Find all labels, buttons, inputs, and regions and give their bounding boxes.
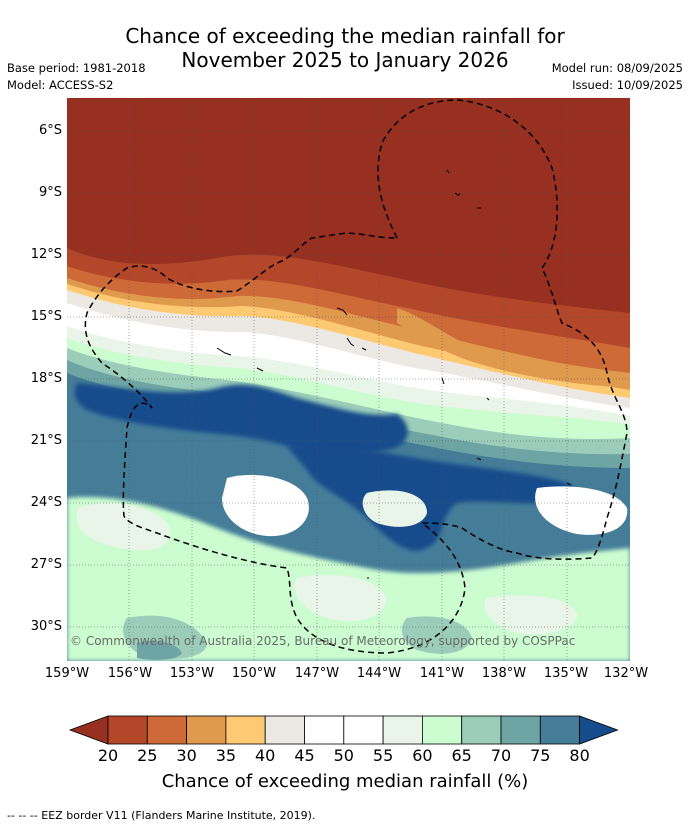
colorbar-label-25: 25 <box>137 746 158 765</box>
lon-label-153w: 153°W <box>169 666 215 681</box>
meta-right: Model run: 08/09/2025 Issued: 10/09/2025 <box>552 60 683 94</box>
map-svg <box>67 98 630 661</box>
south-neutral-patch-2 <box>222 474 309 537</box>
colorbar-label-45: 45 <box>294 746 315 765</box>
colorbar-swatch <box>186 715 227 745</box>
lon-label-135w: 135°W <box>543 666 589 681</box>
graticule <box>67 98 630 661</box>
colorbar-label-20: 20 <box>97 746 119 765</box>
colorbar-extend-high <box>579 715 619 745</box>
map-copyright: © Commonwealth of Australia 2025, Bureau… <box>70 634 576 648</box>
lat-label-6s: 6°S <box>38 123 62 138</box>
south-neutral-patch-5 <box>294 574 387 622</box>
colorbar-label-50: 50 <box>333 746 354 765</box>
lat-label-21s: 21°S <box>30 433 62 448</box>
lon-label-138w: 138°W <box>481 666 527 681</box>
title-line-1: Chance of exceeding the median rainfall … <box>125 24 565 48</box>
colorbar-label-65: 65 <box>451 746 472 765</box>
colorbar-extend-low <box>68 715 109 745</box>
colorbar-label-80: 80 <box>569 746 590 765</box>
eez-footnote: -- -- -- EEZ border V11 (Flanders Marine… <box>7 809 316 822</box>
south-neutral-patch-1 <box>77 503 171 551</box>
model-name: Model: ACCESS-S2 <box>7 78 114 92</box>
colorbar-label-55: 55 <box>372 746 394 765</box>
lat-label-12s: 12°S <box>30 247 62 262</box>
colorbar-swatch <box>264 715 305 745</box>
lat-label-9s: 9°S <box>38 185 62 200</box>
colorbar-swatch <box>343 715 384 745</box>
colorbar-swatch <box>146 715 188 745</box>
core-very-wet-west <box>74 383 408 455</box>
lon-label-132w: 132°W <box>603 666 649 681</box>
south-neutral-patch-3 <box>362 490 427 527</box>
lon-label-159w: 159°W <box>44 666 90 681</box>
colorbar-swatch <box>421 715 463 745</box>
rainfall-map <box>67 98 630 661</box>
south-neutral-patch-4 <box>535 486 628 535</box>
colorbar-swatch <box>461 715 502 745</box>
lat-label-24s: 24°S <box>30 495 62 510</box>
south-neutral-patch-6 <box>484 595 578 635</box>
base-period: Base period: 1981-2018 <box>7 61 146 75</box>
colorbar-swatch <box>539 715 580 745</box>
colorbar-swatch <box>304 715 345 745</box>
colorbar-swatch <box>500 715 541 745</box>
model-run-date: Model run: 08/09/2025 <box>551 61 683 75</box>
lon-label-144w: 144°W <box>356 666 402 681</box>
core-very-wet-east <box>287 445 578 551</box>
meta-left: Base period: 1981-2018 Model: ACCESS-S2 <box>7 60 146 94</box>
lat-label-27s: 27°S <box>30 557 62 572</box>
colorbar-label-35: 35 <box>215 746 237 765</box>
colorbar-label-60: 60 <box>412 746 433 765</box>
lat-label-18s: 18°S <box>30 371 62 386</box>
issued-date: Issued: 10/09/2025 <box>572 78 683 92</box>
lat-label-30s: 30°S <box>30 619 62 634</box>
colorbar-swatch <box>382 715 423 745</box>
colorbar-swatch <box>225 715 266 745</box>
colorbar-label-40: 40 <box>255 746 276 765</box>
south-wet-patch-9 <box>137 641 182 660</box>
title-line-2: November 2025 to January 2026 <box>181 48 509 72</box>
islands <box>216 169 572 579</box>
colorbar-title: Chance of exceeding median rainfall (%) <box>161 771 529 792</box>
lat-label-15s: 15°S <box>30 309 62 324</box>
lon-label-141w: 141°W <box>419 666 465 681</box>
colorbar-label-70: 70 <box>490 746 512 765</box>
lon-label-147w: 147°W <box>294 666 340 681</box>
colorbar-label-30: 30 <box>176 746 197 765</box>
lon-label-150w: 150°W <box>231 666 277 681</box>
colorbar-label-75: 75 <box>530 746 551 765</box>
lon-label-156w: 156°W <box>107 666 153 681</box>
colorbar-swatch <box>107 715 148 745</box>
colorbar <box>68 715 619 745</box>
band-tongue-orange <box>397 308 630 388</box>
map-title: Chance of exceeding the median rainfall … <box>0 24 690 72</box>
eez-border <box>84 99 628 654</box>
